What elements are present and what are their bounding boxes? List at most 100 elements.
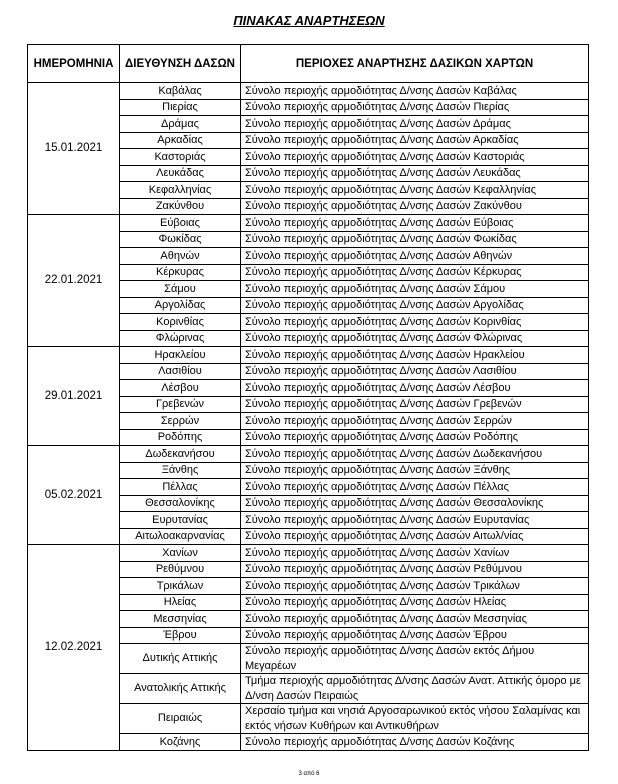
directorate-cell: Αργολίδας: [119, 296, 241, 314]
area-cell: Σύνολο περιοχής αρμοδιότητας Δ/νσης Δασώ…: [240, 329, 589, 347]
directorate-cell: Δωδεκανήσου: [119, 445, 241, 463]
table-row: Σερρών Σύνολο περιοχής αρμοδιότητας Δ/νση…: [28, 412, 589, 430]
directorate-cell: Τρικάλων: [119, 577, 241, 595]
directorate-cell: Ανατολικής Αττικής: [119, 673, 241, 704]
table-row: Ροδόπης Σύνολο περιοχής αρμοδιότητας Δ/νσ…: [28, 428, 589, 446]
table-row: Ζακύνθου Σύνολο περιοχής αρμοδιότητας Δ/ν…: [28, 197, 589, 215]
area-cell: Σύνολο περιοχής αρμοδιότητας Δ/νσης Δασώ…: [240, 148, 589, 166]
table-row: Δράμας Σύνολο περιοχής αρμοδιότητας Δ/νση…: [28, 115, 589, 133]
date-cell: 05.02.2021: [27, 445, 120, 545]
directorate-cell: Κοζάνης: [119, 733, 241, 751]
area-cell: Σύνολο περιοχής αρμοδιότητας Δ/νσης Δασώ…: [240, 379, 589, 397]
area-cell: Σύνολο περιοχής αρμοδιότητας Δ/νσης Δασώ…: [240, 395, 589, 413]
directorate-cell: Αιτωλοακαρνανίας: [119, 527, 241, 545]
date-cell: 15.01.2021: [27, 82, 120, 215]
area-cell: Σύνολο περιοχής αρμοδιότητας Δ/νσης Δασώ…: [240, 313, 589, 331]
area-cell: Σύνολο περιοχής αρμοδιότητας Δ/νσης Δασώ…: [240, 296, 589, 314]
table-row: Αθηνών Σύνολο περιοχής αρμοδιότητας Δ/νση…: [28, 247, 589, 265]
table-row: Κέρκυρας Σύνολο περιοχής αρμοδιότητας Δ/ν…: [28, 263, 589, 281]
table: ΗΜΕΡΟΜΗΝΙΑ ΔΙΕΥΘΥΝΣΗ ΔΑΣΩΝ ΠΕΡΙΟΧΕΣ ΑΝΑΡ…: [27, 44, 589, 751]
directorate-cell: Πιερίας: [119, 98, 241, 116]
area-cell: Σύνολο περιοχής αρμοδιότητας Δ/νσης Δασώ…: [240, 544, 589, 562]
area-cell: Σύνολο περιοχής αρμοδιότητας Δ/νσης Δασώ…: [240, 511, 589, 529]
area-cell: Σύνολο περιοχής αρμοδιότητας Δ/νσης Δασώ…: [240, 230, 589, 248]
table-row: 22.01.2021 Εύβοιας Σύνολο περιοχής αρμοδιό…: [27, 214, 589, 347]
table-row: Γρεβενών Σύνολο περιοχής αρμοδιότητας Δ/ν…: [28, 395, 589, 413]
area-cell: Σύνολο περιοχής αρμοδιότητας Δ/νσης Δασώ…: [240, 82, 589, 100]
directorate-cell: Λευκάδας: [119, 164, 241, 182]
area-cell: Σύνολο περιοχής αρμοδιότητας Δ/νσης Δασώ…: [240, 494, 589, 512]
table-row: 29.01.2021 Ηρακλείου Σύνολο περιοχής αρμοδ…: [27, 346, 589, 446]
area-cell: Σύνολο περιοχής αρμοδιότητας Δ/νσης Δασώ…: [240, 263, 589, 281]
directorate-cell: Κέρκυρας: [119, 263, 241, 281]
date-cell: 29.01.2021: [27, 346, 120, 446]
column-header: ΗΜΕΡΟΜΗΝΙΑ: [27, 44, 120, 83]
table-body: 15.01.2021 Καβάλας Σύνολο περιοχής αρμοδιό…: [27, 82, 589, 751]
directorate-cell: Φωκίδας: [119, 230, 241, 248]
directorate-cell: Δυτικής Αττικής: [119, 643, 241, 674]
directorate-cell: Σερρών: [119, 412, 241, 430]
table-row: Θεσσαλονίκης Σύνολο περιοχής αρμοδιότητας…: [28, 494, 589, 512]
page-number: 3 από 6: [298, 771, 320, 777]
title: ΠΙΝΑΚΑΣ ΑΝΑΡΤΗΣΕΩΝ: [233, 13, 385, 28]
area-cell: Σύνολο περιοχής αρμοδιότητας Δ/νσης Δασώ…: [240, 346, 589, 364]
directorate-cell: Σάμου: [119, 280, 241, 298]
area-cell: Σύνολο περιοχής αρμοδιότητας Δ/νσης Δασώ…: [240, 181, 589, 199]
directorate-cell: Δράμας: [119, 115, 241, 133]
column-header: ΠΕΡΙΟΧΕΣ ΑΝΑΡΤΗΣΗΣ ΔΑΣΙΚΩΝ ΧΑΡΤΩΝ: [240, 44, 589, 83]
table-row: Ξάνθης Σύνολο περιοχής αρμοδιότητας Δ/νση…: [28, 461, 589, 479]
table-row: Ηλείας Σύνολο περιοχής αρμοδιότητας Δ/νση…: [28, 593, 589, 611]
table-row: Φωκίδας Σύνολο περιοχής αρμοδιότητας Δ/νσ…: [28, 230, 589, 248]
directorate-cell: Καβάλας: [119, 82, 241, 100]
column-header: ΔΙΕΥΘΥΝΣΗ ΔΑΣΩΝ: [119, 44, 241, 83]
directorate-cell: Ξάνθης: [119, 461, 241, 479]
directorate-cell: Ηρακλείου: [119, 346, 241, 364]
area-cell: Χερσαίο τμήμα και νησιά Αργοσαρωνικού εκ…: [240, 703, 589, 734]
table-row: 15.01.2021 Καβάλας Σύνολο περιοχής αρμοδιό…: [27, 82, 589, 215]
area-cell: Σύνολο περιοχής αρμοδιότητας Δ/νσης Δασώ…: [240, 527, 589, 545]
directorate-cell: Θεσσαλονίκης: [119, 494, 241, 512]
area-cell: Σύνολο περιοχής αρμοδιότητας Δ/νσης Δασώ…: [240, 461, 589, 479]
table-row: 12.02.2021 Χανίων Σύνολο περιοχής αρμοδιότ…: [27, 544, 589, 751]
directorate-cell: Πειραιώς: [119, 703, 241, 734]
directorate-cell: Ζακύνθου: [119, 197, 241, 215]
area-cell: Σύνολο περιοχής αρμοδιότητας Δ/νσης Δασώ…: [240, 115, 589, 133]
area-cell: Σύνολο περιοχής αρμοδιότητας Δ/νσης Δασώ…: [240, 610, 589, 628]
table-row: 05.02.2021 Δωδεκανήσου Σύνολο περιοχής αρμ…: [27, 445, 589, 545]
directorate-cell: Ρεθύμνου: [119, 560, 241, 578]
table-row: Ανατολικής Αττικής Τμήμα περιοχής αρμοδιό…: [28, 673, 589, 704]
area-cell: Σύνολο περιοχής αρμοδιότητας Δ/νσης Δασώ…: [240, 98, 589, 116]
area-cell: Σύνολο περιοχής αρμοδιότητας Δ/νσης Δασώ…: [240, 733, 589, 751]
area-cell: Σύνολο περιοχής αρμοδιότητας Δ/νσης Δασώ…: [240, 362, 589, 380]
directorate-cell: Εύβοιας: [119, 214, 241, 232]
table-row: Πειραιώς Χερσαίο τμήμα και νησιά Αργοσαρω…: [28, 703, 589, 734]
area-cell: Σύνολο περιοχής αρμοδιότητας Δ/νσης Δασώ…: [240, 577, 589, 595]
directorate-cell: Λέσβου: [119, 379, 241, 397]
area-cell: Σύνολο περιοχής αρμοδιότητας Δ/νσης Δασώ…: [240, 164, 589, 182]
area-cell: Σύνολο περιοχής αρμοδιότητας Δ/νσης Δασώ…: [240, 247, 589, 265]
area-cell: Τμήμα περιοχής αρμοδιότητας Δ/νσης Δασών…: [240, 673, 589, 704]
area-cell: Σύνολο περιοχής αρμοδιότητας Δ/νσης Δασώ…: [240, 131, 589, 149]
area-cell: Σύνολο περιοχής αρμοδιότητας Δ/νσης Δασώ…: [240, 643, 589, 674]
area-cell: Σύνολο περιοχής αρμοδιότητας Δ/νσης Δασώ…: [240, 478, 589, 496]
date-cell: 22.01.2021: [27, 214, 120, 347]
area-cell: Σύνολο περιοχής αρμοδιότητας Δ/νσης Δασώ…: [240, 626, 589, 644]
table-row: Κοζάνης Σύνολο περιοχής αρμοδιότητας Δ/νσ…: [28, 733, 589, 751]
directorate-cell: Κορινθίας: [119, 313, 241, 331]
area-cell: Σύνολο περιοχής αρμοδιότητας Δ/νσης Δασώ…: [240, 280, 589, 298]
area-cell: Σύνολο περιοχής αρμοδιότητας Δ/νσης Δασώ…: [240, 445, 589, 463]
directorate-cell: Ηλείας: [119, 593, 241, 611]
table-row: Ρεθύμνου Σύνολο περιοχής αρμοδιότητας Δ/ν…: [28, 560, 589, 578]
date-cell: 12.02.2021: [27, 544, 120, 751]
directorate-cell: Γρεβενών: [119, 395, 241, 413]
directorate-cell: Αρκαδίας: [119, 131, 241, 149]
directorate-cell: Ροδόπης: [119, 428, 241, 446]
header-row: ΗΜΕΡΟΜΗΝΙΑ ΔΙΕΥΘΥΝΣΗ ΔΑΣΩΝ ΠΕΡΙΟΧΕΣ ΑΝΑΡ…: [27, 44, 589, 83]
area-cell: Σύνολο περιοχής αρμοδιότητας Δ/νσης Δασώ…: [240, 593, 589, 611]
table-row: Λευκάδας Σύνολο περιοχής αρμοδιότητας Δ/ν…: [28, 164, 589, 182]
area-cell: Σύνολο περιοχής αρμοδιότητας Δ/νσης Δασώ…: [240, 214, 589, 232]
directorate-cell: Αθηνών: [119, 247, 241, 265]
directorate-cell: Έβρου: [119, 626, 241, 644]
directorate-cell: Λασιθίου: [119, 362, 241, 380]
